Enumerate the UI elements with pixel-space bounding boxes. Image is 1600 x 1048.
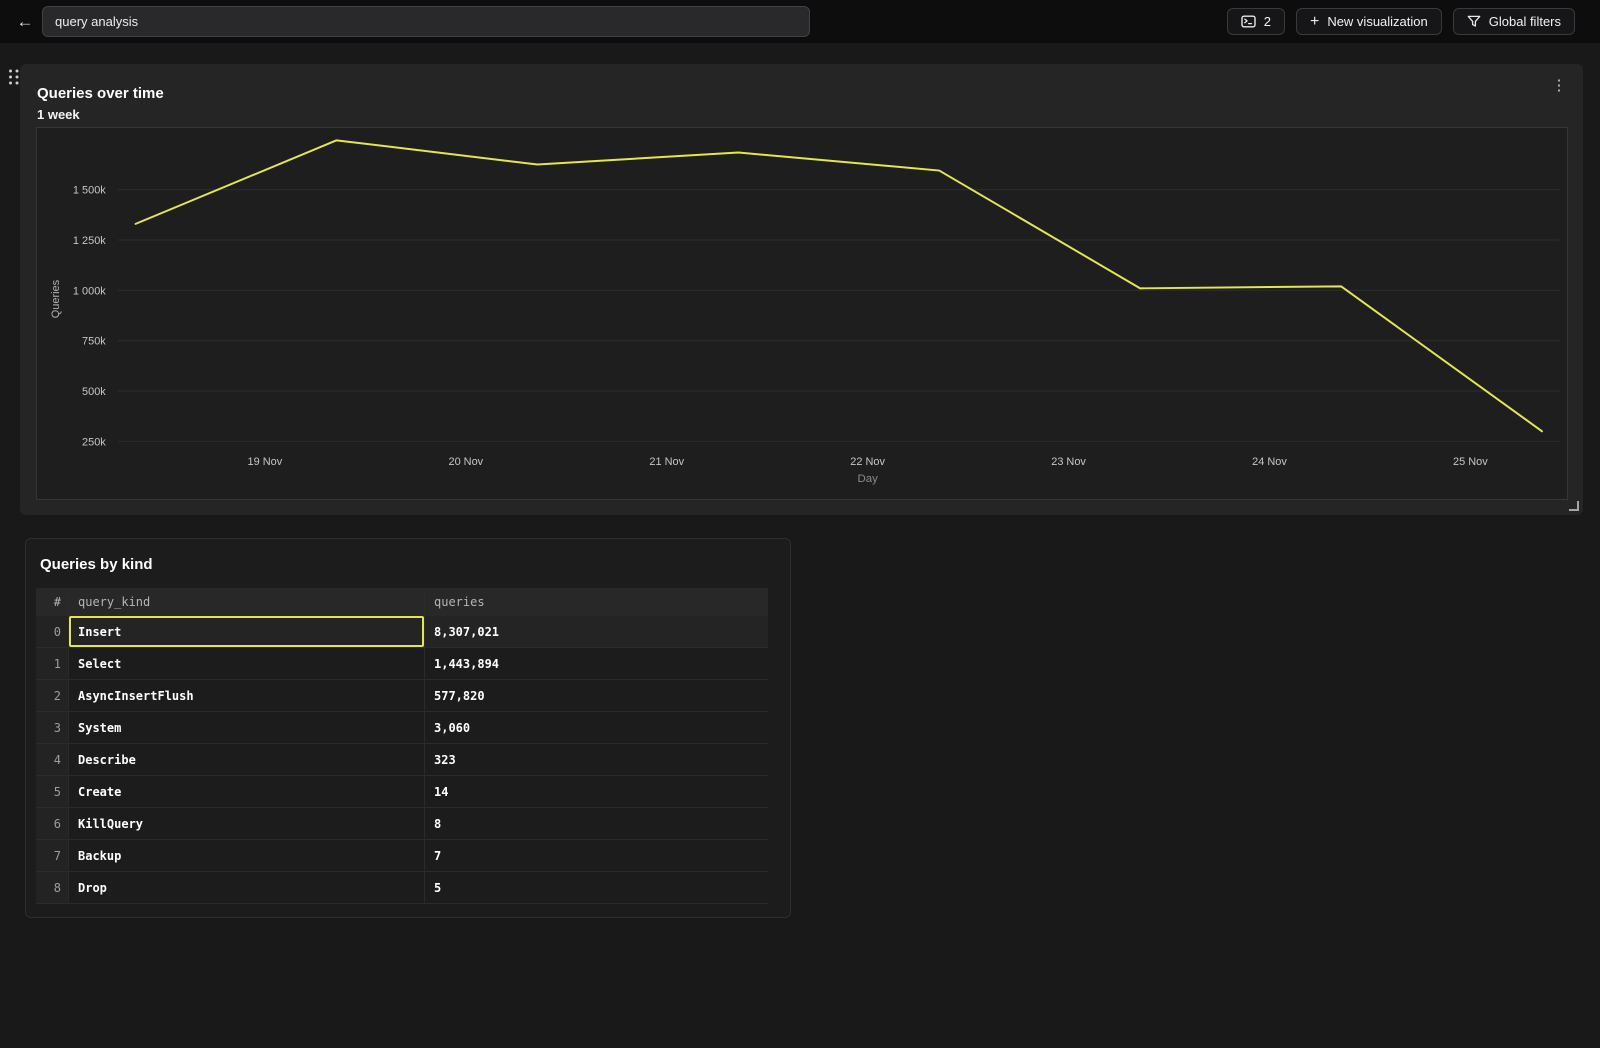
- row-index-cell: 1: [36, 648, 69, 679]
- queries-cell[interactable]: 5: [424, 872, 768, 903]
- arrow-left-icon: ←: [16, 12, 34, 31]
- table-row: 2 AsyncInsertFlush 577,820: [36, 680, 768, 712]
- row-index-cell: 4: [36, 744, 69, 775]
- queries-over-time-chart: 1 500k 1 250k 1 000k 750k 500k 250k 19 Nov 20 N…: [36, 127, 1568, 500]
- queries-by-kind-table: # query_kind queries 0 Insert 8,307,021 …: [36, 588, 768, 904]
- svg-text:25 Nov: 25 Nov: [1453, 456, 1488, 468]
- svg-text:21 Nov: 21 Nov: [649, 456, 684, 468]
- queries-cell[interactable]: 8: [424, 808, 768, 839]
- query-kind-cell[interactable]: Create: [78, 784, 122, 799]
- top-bar: ← 2 + New visualization Global fil: [0, 0, 1600, 43]
- svg-text:19 Nov: 19 Nov: [248, 456, 283, 468]
- queries-cell[interactable]: 3,060: [424, 712, 768, 743]
- tab-count-label: 2: [1263, 14, 1271, 29]
- back-button[interactable]: ←: [12, 9, 38, 35]
- row-index-cell: 2: [36, 680, 69, 711]
- svg-text:Day: Day: [857, 473, 878, 485]
- tab-count-button[interactable]: 2: [1226, 8, 1285, 35]
- table-row: 5 Create 14: [36, 776, 768, 808]
- query-kind-cell[interactable]: AsyncInsertFlush: [78, 688, 194, 703]
- column-header-queries[interactable]: queries: [424, 588, 768, 616]
- table-row: 7 Backup 7: [36, 840, 768, 872]
- query-kind-cell-selected[interactable]: Insert: [69, 616, 424, 647]
- query-kind-cell[interactable]: KillQuery: [78, 816, 144, 831]
- funnel-icon: [1467, 15, 1481, 28]
- global-filters-button[interactable]: Global filters: [1452, 8, 1575, 35]
- row-index-cell: 8: [36, 872, 69, 903]
- chart-panel-subtitle: 1 week: [37, 107, 80, 122]
- svg-text:1 250k: 1 250k: [73, 235, 106, 247]
- svg-text:23 Nov: 23 Nov: [1051, 456, 1086, 468]
- queries-cell[interactable]: 577,820: [424, 680, 768, 711]
- row-index-cell: 5: [36, 776, 69, 807]
- svg-text:250k: 250k: [82, 436, 106, 448]
- table-row: 8 Drop 5: [36, 872, 768, 904]
- query-kind-cell[interactable]: System: [78, 720, 122, 735]
- row-index-cell: 0: [36, 616, 69, 647]
- table-panel-title: Queries by kind: [40, 556, 153, 573]
- column-header-query-kind[interactable]: query_kind: [78, 595, 151, 609]
- query-kind-cell[interactable]: Backup: [78, 848, 122, 863]
- drag-handle-icon[interactable]: [7, 68, 21, 86]
- queries-cell[interactable]: 323: [424, 744, 768, 775]
- panel-menu-kebab-icon[interactable]: ⋮: [1551, 77, 1567, 94]
- query-kind-cell[interactable]: Drop: [78, 880, 107, 895]
- panel-resize-handle[interactable]: [1569, 501, 1579, 511]
- queries-line-series: [134, 139, 1544, 433]
- svg-text:Queries: Queries: [50, 279, 62, 318]
- plus-icon: +: [1309, 12, 1320, 30]
- queries-chart-svg: 1 500k 1 250k 1 000k 750k 500k 250k 19 Nov 20 N…: [50, 139, 1560, 485]
- table-row: 4 Describe 323: [36, 744, 768, 776]
- queries-over-time-panel: Queries over time 1 week ⋮ 1 500k 1 250k 1…: [20, 64, 1583, 515]
- query-kind-cell[interactable]: Select: [78, 656, 122, 671]
- topbar-actions: 2 + New visualization Global filters: [1226, 8, 1575, 35]
- global-filters-label: Global filters: [1488, 14, 1561, 29]
- queries-cell[interactable]: 7: [424, 840, 768, 871]
- svg-text:24 Nov: 24 Nov: [1252, 456, 1287, 468]
- queries-cell[interactable]: 8,307,021: [424, 616, 768, 647]
- new-visualization-button[interactable]: + New visualization: [1295, 8, 1442, 35]
- new-visualization-label: New visualization: [1327, 14, 1428, 29]
- query-kind-cell[interactable]: Describe: [78, 752, 136, 767]
- row-index-cell: 6: [36, 808, 69, 839]
- svg-text:20 Nov: 20 Nov: [448, 456, 483, 468]
- queries-cell[interactable]: 1,443,894: [424, 648, 768, 679]
- table-row: 6 KillQuery 8: [36, 808, 768, 840]
- sql-console-icon: [1241, 15, 1256, 28]
- chart-panel-title: Queries over time: [37, 85, 164, 102]
- column-header-index[interactable]: #: [36, 588, 69, 616]
- table-row: 1 Select 1,443,894: [36, 648, 768, 680]
- row-index-cell: 7: [36, 840, 69, 871]
- row-index-cell: 3: [36, 712, 69, 743]
- svg-text:1 000k: 1 000k: [73, 285, 106, 297]
- table-header-row: # query_kind queries: [36, 588, 768, 616]
- svg-text:22 Nov: 22 Nov: [850, 456, 885, 468]
- queries-cell[interactable]: 14: [424, 776, 768, 807]
- table-row: 0 Insert 8,307,021: [36, 616, 768, 648]
- svg-text:500k: 500k: [82, 386, 106, 398]
- dashboard-title-input[interactable]: [42, 6, 810, 37]
- svg-text:750k: 750k: [82, 336, 106, 348]
- queries-by-kind-panel: Queries by kind # query_kind queries 0 I…: [25, 538, 791, 918]
- svg-text:1 500k: 1 500k: [73, 185, 106, 197]
- table-row: 3 System 3,060: [36, 712, 768, 744]
